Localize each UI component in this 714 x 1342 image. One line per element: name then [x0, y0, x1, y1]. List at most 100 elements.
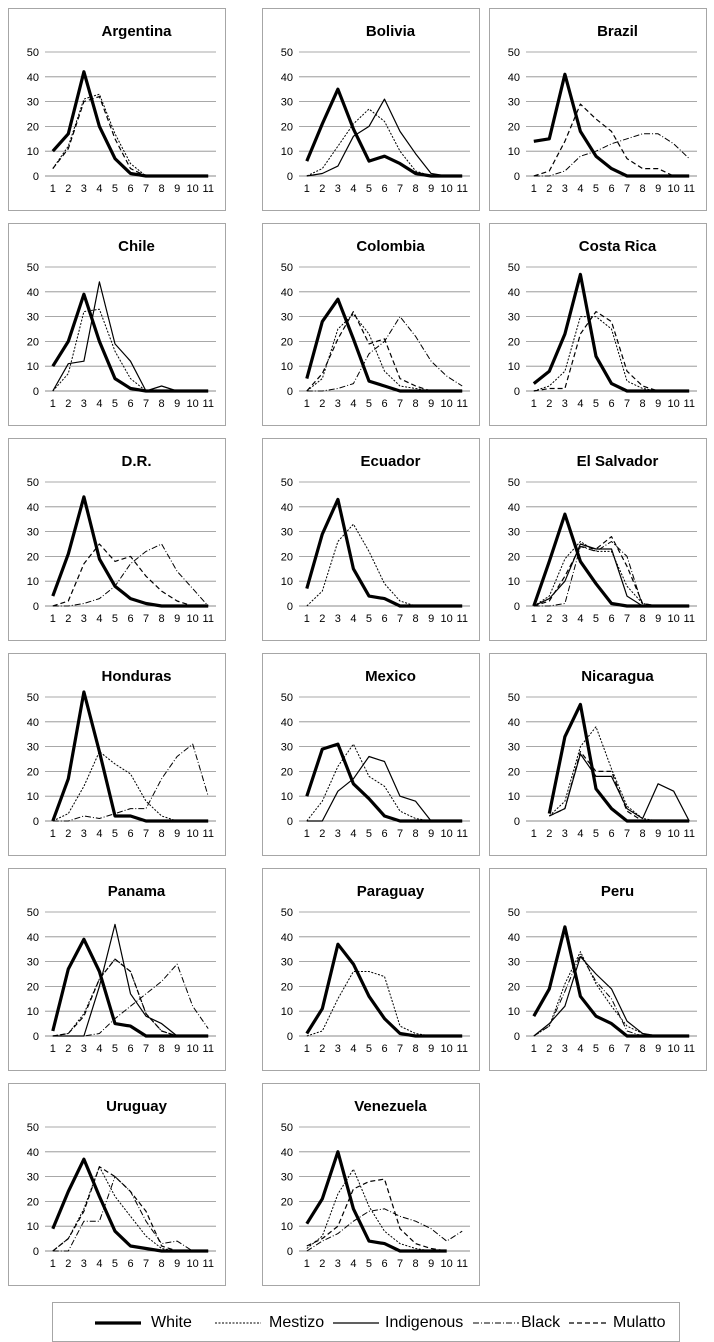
x-tick-label: 2 — [65, 1043, 71, 1055]
x-tick-label: 6 — [608, 398, 614, 410]
x-tick-label: 3 — [335, 1043, 341, 1055]
panel-plot-nicaragua: Nicaragua 0 10 20 30 40 50 1 2 3 4 5 6 7 8 9 10 11 — [508, 668, 697, 840]
x-tick-label: 8 — [413, 828, 419, 840]
panel-title: El Salvador — [577, 453, 659, 470]
x-tick-label: 5 — [112, 1258, 118, 1270]
series-line-mestizo — [306, 971, 463, 1037]
x-tick-label: 3 — [81, 613, 87, 625]
x-tick-label: 3 — [335, 1258, 341, 1270]
x-tick-label: 11 — [457, 613, 468, 625]
y-tick-label: 20 — [508, 551, 520, 563]
y-tick-label: 20 — [281, 121, 293, 133]
y-tick-label: 50 — [27, 692, 39, 704]
legend-label-black: Black — [521, 1314, 561, 1331]
x-tick-label: 3 — [81, 828, 87, 840]
x-tick-label: 5 — [593, 613, 599, 625]
series-line-white — [547, 702, 690, 823]
x-tick-label: 10 — [187, 1043, 199, 1055]
series-line-mestizo — [52, 751, 209, 822]
x-tick-label: 3 — [335, 613, 341, 625]
y-tick-label: 40 — [27, 502, 39, 514]
y-tick-label: 40 — [27, 72, 39, 84]
x-tick-label: 2 — [319, 1043, 325, 1055]
y-tick-label: 10 — [281, 146, 293, 158]
series-line-white — [51, 937, 209, 1038]
y-tick-label: 20 — [508, 981, 520, 993]
panel-title: Chile — [118, 238, 155, 255]
x-tick-label: 9 — [174, 613, 180, 625]
x-tick-label: 9 — [655, 613, 661, 625]
x-tick-label: 2 — [546, 183, 552, 195]
y-tick-label: 40 — [281, 1147, 293, 1159]
x-tick-label: 1 — [304, 398, 310, 410]
x-tick-label: 5 — [593, 183, 599, 195]
x-tick-label: 4 — [577, 398, 583, 410]
x-tick-label: 5 — [593, 1043, 599, 1055]
y-tick-label: 20 — [281, 1196, 293, 1208]
x-tick-label: 9 — [428, 1258, 434, 1270]
y-tick-label: 10 — [27, 791, 39, 803]
y-tick-label: 30 — [27, 527, 39, 539]
series-line-mulatto — [52, 96, 209, 177]
x-tick-label: 8 — [640, 613, 646, 625]
y-tick-label: 40 — [281, 717, 293, 729]
panel-title: Mexico — [365, 668, 416, 685]
y-tick-label: 30 — [281, 1172, 293, 1184]
x-tick-label: 10 — [187, 183, 199, 195]
panel-peru: Peru 0 10 20 30 40 50 1 2 3 4 5 6 7 8 9 10 11 — [489, 868, 707, 1071]
x-tick-label: 3 — [562, 613, 568, 625]
x-tick-label: 8 — [640, 828, 646, 840]
x-tick-label: 5 — [112, 1043, 118, 1055]
series-line-white — [305, 297, 463, 393]
y-tick-label: 0 — [33, 816, 39, 828]
x-tick-label: 7 — [624, 828, 630, 840]
y-tick-label: 0 — [514, 1031, 520, 1043]
x-tick-label: 1 — [304, 183, 310, 195]
y-tick-label: 0 — [514, 386, 520, 398]
y-tick-label: 50 — [27, 47, 39, 59]
legend-label-white: White — [151, 1314, 192, 1331]
x-tick-label: 11 — [203, 613, 214, 625]
x-tick-label: 7 — [143, 1258, 149, 1270]
y-tick-label: 50 — [281, 692, 293, 704]
panel-title: D.R. — [122, 453, 152, 470]
y-tick-label: 30 — [27, 742, 39, 754]
panel-plot-costa-rica: Costa Rica 0 10 20 30 40 50 1 2 3 4 5 6 7 8 9 10 11 — [508, 238, 697, 410]
x-tick-label: 2 — [546, 398, 552, 410]
x-tick-label: 9 — [174, 183, 180, 195]
panel-title: Argentina — [101, 23, 172, 40]
x-tick-label: 2 — [319, 398, 325, 410]
y-tick-label: 20 — [281, 551, 293, 563]
series-line-mulatto — [52, 1166, 209, 1252]
x-tick-label: 9 — [174, 1258, 180, 1270]
y-tick-label: 20 — [27, 981, 39, 993]
y-tick-label: 0 — [33, 171, 39, 183]
y-tick-label: 10 — [508, 1006, 520, 1018]
x-tick-label: 7 — [624, 613, 630, 625]
series-line-mestizo — [306, 743, 463, 822]
series-line-black — [533, 541, 690, 607]
x-tick-label: 7 — [624, 398, 630, 410]
x-tick-label: 4 — [350, 1258, 356, 1270]
panel-plot-ecuador: Ecuador 0 10 20 30 40 50 1 2 3 4 5 6 7 8 9 10 11 — [281, 453, 470, 625]
panel-plot-brazil: Brazil 0 10 20 30 40 50 1 2 3 4 5 6 7 8 9 10 11 — [508, 23, 697, 195]
y-tick-label: 30 — [281, 742, 293, 754]
panel-plot-uruguay: Uruguay 0 10 20 30 40 50 1 2 3 4 5 6 7 8 9 10 11 — [27, 1098, 216, 1270]
x-tick-label: 11 — [203, 398, 214, 410]
x-tick-label: 7 — [397, 183, 403, 195]
x-tick-label: 1 — [531, 398, 537, 410]
y-tick-label: 40 — [281, 72, 293, 84]
x-tick-label: 7 — [624, 1043, 630, 1055]
series-line-white — [305, 1150, 447, 1253]
y-tick-label: 40 — [508, 287, 520, 299]
x-tick-label: 1 — [304, 1043, 310, 1055]
panel-honduras: Honduras 0 10 20 30 40 50 1 2 3 4 5 6 7 8 9 10 11 — [8, 653, 226, 856]
series-line-black — [52, 543, 209, 607]
y-tick-label: 20 — [27, 1196, 39, 1208]
x-tick-label: 4 — [577, 1043, 583, 1055]
panel-argentina: Argentina 0 10 20 30 40 50 1 2 3 4 5 6 7 8 9 10 11 — [8, 8, 226, 211]
panel-plot-el-salvador: El Salvador 0 10 20 30 40 50 1 2 3 4 5 6 7 8 9 10 11 — [508, 453, 697, 625]
x-tick-label: 5 — [366, 1043, 372, 1055]
y-tick-label: 10 — [27, 1006, 39, 1018]
y-tick-label: 0 — [33, 386, 39, 398]
